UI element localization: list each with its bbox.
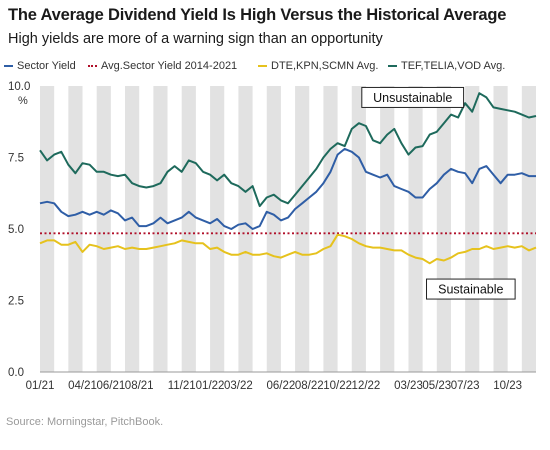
band-7: [238, 86, 253, 372]
chart-title: The Average Dividend Yield Is High Versu…: [8, 6, 507, 24]
y-axis: 0.0 2.5 5.0 7.5 10.0%: [8, 81, 536, 379]
band-1: [68, 86, 83, 372]
y-tick-label: 0.0: [8, 367, 24, 379]
x-tick-label: 10/23: [493, 380, 522, 392]
legend-swatch-avg: [88, 65, 97, 67]
band-2: [96, 86, 111, 372]
y-tick-label: 5.0: [8, 224, 24, 236]
series-line-dte: [39, 233, 537, 265]
band-13: [408, 86, 423, 372]
x-tick-label: 08/22: [295, 380, 324, 392]
band-8: [266, 86, 281, 372]
legend-item-dte: DTE,KPN,SCMN Avg.: [258, 60, 378, 72]
x-tick-label: 01/22: [196, 380, 225, 392]
annotation-label: Unsustainable: [373, 91, 452, 105]
legend-item-sector: Sector Yield: [4, 60, 76, 72]
band-16: [493, 86, 508, 372]
annotation-0: Unsustainable: [361, 86, 465, 108]
x-tick-label: 03/23: [394, 380, 423, 392]
band-10: [323, 86, 338, 372]
annotation-1: Sustainable: [426, 278, 516, 300]
band-9: [295, 86, 310, 372]
legend-swatch-tef: [388, 65, 397, 67]
annotation-box: [426, 278, 516, 300]
band-6: [210, 86, 225, 372]
band-4: [153, 86, 168, 372]
source-note: Source: Morningstar, PitchBook.: [6, 416, 164, 428]
chart-subtitle: High yields are more of a warning sign t…: [8, 31, 383, 47]
legend-item-tef: TEF,TELIA,VOD Avg.: [388, 60, 505, 72]
band-15: [465, 86, 480, 372]
y-tick-label: 10.0: [8, 81, 30, 93]
band-0: [40, 86, 55, 372]
legend-label-sector: Sector Yield: [17, 60, 76, 72]
annotations: Unsustainable Sustainable: [361, 86, 516, 300]
band-5: [181, 86, 196, 372]
series-line-tef: [39, 92, 537, 208]
band-14: [436, 86, 451, 372]
series-lines: [39, 92, 537, 265]
x-tick-label: 06/22: [267, 380, 296, 392]
legend: Sector Yield Avg.Sector Yield 2014-2021 …: [4, 60, 544, 78]
shaded-bands: [40, 86, 536, 372]
x-tick-label: 08/21: [125, 380, 154, 392]
y-tick-label: 2.5: [8, 296, 24, 308]
legend-label-dte: DTE,KPN,SCMN Avg.: [271, 60, 379, 72]
x-tick-label: 12/22: [352, 380, 381, 392]
series-line-sector: [39, 147, 536, 230]
band-12: [380, 86, 395, 372]
x-tick-label: 03/22: [224, 380, 253, 392]
legend-swatch-sector: [4, 65, 13, 67]
x-tick-label: 01/21: [26, 380, 55, 392]
legend-swatch-dte: [258, 65, 267, 67]
legend-label-avg: Avg.Sector Yield 2014-2021: [101, 60, 238, 72]
x-tick-label: 07/23: [451, 380, 480, 392]
annotation-label: Sustainable: [438, 283, 503, 297]
legend-item-avg: Avg.Sector Yield 2014-2021: [88, 60, 237, 72]
annotation-box: [361, 86, 465, 108]
x-tick-label: 10/22: [323, 380, 352, 392]
band-11: [351, 86, 366, 372]
y-unit-label: %: [18, 95, 28, 107]
legend-label-tef: TEF,TELIA,VOD Avg.: [401, 60, 506, 72]
x-tick-label: 06/21: [96, 380, 125, 392]
y-tick-label: 7.5: [8, 153, 24, 165]
x-tick-label: 04/21: [68, 380, 97, 392]
x-tick-label: 11/21: [168, 380, 196, 392]
x-axis: 01/21 04/21 06/21 08/21 11/21 01/22 03/22 06/22…: [26, 380, 522, 392]
band-17: [521, 86, 536, 372]
x-tick-label: 05/23: [422, 380, 451, 392]
band-3: [125, 86, 140, 372]
